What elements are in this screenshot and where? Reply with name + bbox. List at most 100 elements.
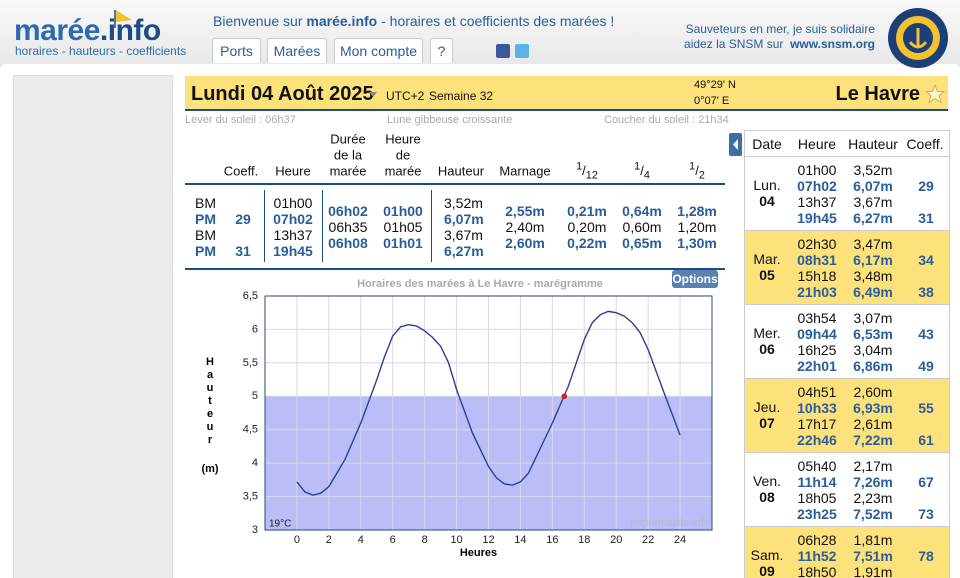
welcome-brand: marée.info <box>306 13 378 29</box>
facebook-icon[interactable] <box>496 44 510 58</box>
x-tick-label: 12 <box>482 534 494 546</box>
tide-coeff: 49 <box>918 358 934 374</box>
x-tick-label: 20 <box>610 534 622 546</box>
day-block <box>745 305 949 379</box>
snsm-badge[interactable] <box>886 6 950 70</box>
day-block <box>745 379 949 453</box>
side-toggle[interactable] <box>729 133 742 156</box>
side-header-label: Heure <box>797 136 837 152</box>
tide-coeff: 78 <box>918 548 934 564</box>
timezone: UTC+2 <box>386 89 425 103</box>
day-block <box>745 231 949 305</box>
tide-time: 03h54 <box>797 310 837 326</box>
date-bar <box>185 76 948 111</box>
y-tick-label: 3 <box>252 524 258 536</box>
tide-coeff: 34 <box>918 252 934 268</box>
welcome-text: Bienvenue sur <box>213 13 307 29</box>
tide-time: 07h02 <box>797 178 837 194</box>
nav-tab[interactable]: ? <box>430 38 453 63</box>
logo[interactable]: marée.info <box>14 14 161 48</box>
tide-height: 6,49m <box>853 284 893 300</box>
tide-time: 16h25 <box>797 342 837 358</box>
x-tick-label: 18 <box>578 534 590 546</box>
tide-coeff: 55 <box>918 400 934 416</box>
tide-height: 3,48m <box>853 268 893 284</box>
tide-time: 01h00 <box>797 162 837 178</box>
place: Le Havre <box>835 83 921 105</box>
tide-time: 18h50 <box>797 564 837 578</box>
nav-tab[interactable]: Marées <box>267 38 327 63</box>
tide-height: 7,22m <box>853 432 893 448</box>
x-tick-label: 2 <box>326 534 332 546</box>
tide-height: 6,27m <box>853 210 893 226</box>
snsm-text: Sauveteurs en mer, je suis solidaire <box>685 22 875 36</box>
day-name: Lun. <box>753 177 781 193</box>
moon-phase: Lune gibbeuse croissante <box>387 114 513 126</box>
tide-coeff: 43 <box>918 326 934 342</box>
welcome: Bienvenue sur marée.info - horaires et c… <box>213 13 614 29</box>
week: Semaine 32 <box>429 89 494 103</box>
y-tick-label: 6 <box>252 323 258 335</box>
temperature: 19°C <box>269 519 291 530</box>
tide-time: 22h46 <box>797 432 837 448</box>
tide-height: 1,81m <box>853 532 893 548</box>
tide-coeff: 38 <box>918 284 934 300</box>
x-tick-label: 8 <box>422 534 428 546</box>
side-header-label: Coeff. <box>906 136 944 152</box>
tide-time: 17h17 <box>797 416 837 432</box>
tide-height: 3,47m <box>853 236 893 252</box>
day-block <box>745 157 949 231</box>
tide-height: 3,67m <box>853 194 893 210</box>
tide-height: 2,17m <box>853 458 893 474</box>
tide-height: 6,53m <box>853 326 893 342</box>
tide-height: 6,07m <box>853 178 893 194</box>
day-name: Mer. <box>753 325 781 341</box>
side-header <box>745 130 949 157</box>
twitter-icon[interactable] <box>515 44 529 58</box>
y-tick-label: 4,5 <box>243 424 258 436</box>
tide-time: 13h37 <box>797 194 837 210</box>
plot-border <box>264 295 713 531</box>
logo-flag <box>114 10 132 28</box>
x-tick-label: 14 <box>514 534 526 546</box>
snsm-link[interactable]: www.snsm.org <box>790 37 875 51</box>
tide-curve <box>296 310 681 496</box>
y-axis-unit: (m) <box>201 463 218 475</box>
day-name: Sam. <box>750 547 784 563</box>
tide-height: 6,86m <box>853 358 893 374</box>
day-number: 09 <box>759 563 775 578</box>
nav-tab[interactable]: Ports <box>212 38 261 63</box>
day-number: 04 <box>759 193 775 209</box>
tide-coeff: 61 <box>918 432 934 448</box>
x-tick-label: 0 <box>294 534 300 546</box>
date-dropdown[interactable] <box>368 90 378 98</box>
x-axis-label: Heures <box>460 547 497 559</box>
tide-coeff: 73 <box>918 506 934 522</box>
tide-height: 2,61m <box>853 416 893 432</box>
logo-tagline: horaires - hauteurs - coefficients <box>15 44 187 58</box>
tide-coeff: 31 <box>918 210 934 226</box>
day-number: 06 <box>759 341 775 357</box>
tide-height: 7,51m <box>853 548 893 564</box>
tide-height: 3,04m <box>853 342 893 358</box>
sunrise: Lever du soleil : 06h37 <box>185 114 296 126</box>
tide-time: 11h52 <box>797 548 837 564</box>
header-bar <box>0 0 960 66</box>
sunset: Coucher du soleil : 21h34 <box>604 114 729 126</box>
day-name: Ven. <box>752 473 782 489</box>
favorite-star[interactable] <box>925 84 945 104</box>
tide-time: 08h31 <box>797 252 837 268</box>
nav-tab[interactable]: Mon compte <box>334 38 423 63</box>
day-name: Jeu. <box>753 399 781 415</box>
x-tick-label: 16 <box>546 534 558 546</box>
options-button[interactable]: Options <box>672 270 718 288</box>
tide-time: 15h18 <box>797 268 837 284</box>
tide-time: 09h44 <box>797 326 837 342</box>
tide-chart: Horaires des marées à Le Havre - marégra… <box>201 278 713 559</box>
tide-time: 04h51 <box>797 384 837 400</box>
logo-brand: marée <box>14 14 100 47</box>
x-tick-label: 4 <box>358 534 364 546</box>
x-tick-label: 22 <box>642 534 654 546</box>
welcome-text: - horaires et coefficients des marées ! <box>377 13 615 29</box>
